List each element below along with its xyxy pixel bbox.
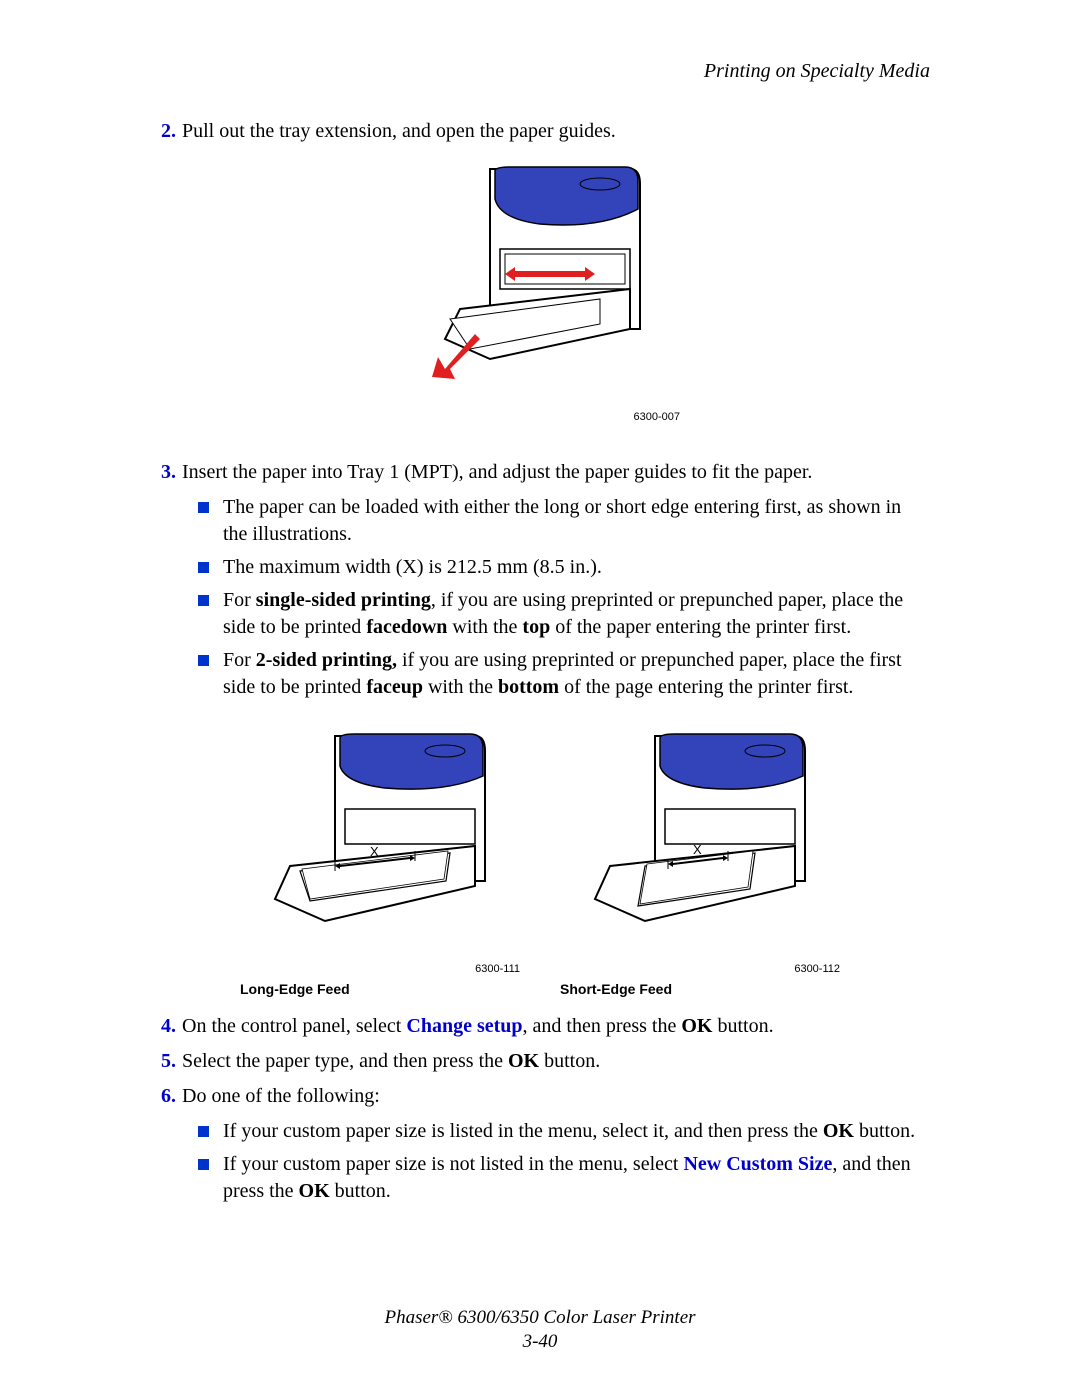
bullet-3-2: The maximum width (X) is 212.5 mm (8.5 i… xyxy=(198,554,930,581)
figure-right: X 6300-112 Short-Edge Feed xyxy=(560,731,840,997)
bullet-square-icon xyxy=(198,1126,209,1137)
figure-id: 6300-111 xyxy=(240,963,520,975)
figure-left: X 6300-111 Long-Edge Feed xyxy=(240,731,520,997)
printer-long-edge-icon: X xyxy=(240,731,520,961)
step-text: Select the paper type, and then press th… xyxy=(182,1048,930,1075)
bullet-text: For 2-sided printing, if you are using p… xyxy=(223,647,930,701)
step-text: Pull out the tray extension, and open th… xyxy=(182,118,930,145)
bullet-square-icon xyxy=(198,1159,209,1170)
bullet-square-icon xyxy=(198,502,209,513)
figure-caption: Short-Edge Feed xyxy=(560,981,840,997)
printer-tray-open-icon xyxy=(400,159,680,409)
figure-id: 6300-007 xyxy=(400,411,680,423)
bullet-text: If your custom paper size is listed in t… xyxy=(223,1118,930,1145)
step-4: 4. On the control panel, select Change s… xyxy=(150,1013,930,1040)
step-number: 6. xyxy=(150,1083,176,1110)
figure-pair-container: X 6300-111 Long-Edge Feed X 6300-112 Sho… xyxy=(150,731,930,997)
step-text: Insert the paper into Tray 1 (MPT), and … xyxy=(182,459,930,486)
bullet-square-icon xyxy=(198,562,209,573)
step-3: 3. Insert the paper into Tray 1 (MPT), a… xyxy=(150,459,930,486)
page-header: Printing on Specialty Media xyxy=(150,60,930,83)
figure-top-container: 6300-007 xyxy=(150,159,930,423)
step-5: 5. Select the paper type, and then press… xyxy=(150,1048,930,1075)
step-number: 3. xyxy=(150,459,176,486)
bullet-6-2: If your custom paper size is not listed … xyxy=(198,1151,930,1205)
bullet-square-icon xyxy=(198,655,209,666)
x-label: X xyxy=(693,842,702,857)
step-number: 2. xyxy=(150,118,176,145)
bullet-3-3: For single-sided printing, if you are us… xyxy=(198,587,930,641)
step-text: On the control panel, select Change setu… xyxy=(182,1013,930,1040)
bullet-3-1: The paper can be loaded with either the … xyxy=(198,494,930,548)
step-number: 5. xyxy=(150,1048,176,1075)
printer-short-edge-icon: X xyxy=(560,731,840,961)
step-6: 6. Do one of the following: xyxy=(150,1083,930,1110)
footer-page: 3-40 xyxy=(0,1330,1080,1355)
bullet-text: The maximum width (X) is 212.5 mm (8.5 i… xyxy=(223,554,930,581)
bullet-text: If your custom paper size is not listed … xyxy=(223,1151,930,1205)
header-title: Printing on Specialty Media xyxy=(704,60,930,82)
step-2: 2. Pull out the tray extension, and open… xyxy=(150,118,930,145)
step-text: Do one of the following: xyxy=(182,1083,930,1110)
figure-caption: Long-Edge Feed xyxy=(240,981,520,997)
figure-id: 6300-112 xyxy=(560,963,840,975)
footer-product: Phaser® 6300/6350 Color Laser Printer xyxy=(0,1306,1080,1331)
page-footer: Phaser® 6300/6350 Color Laser Printer 3-… xyxy=(0,1306,1080,1355)
bullet-text: For single-sided printing, if you are us… xyxy=(223,587,930,641)
bullet-3-4: For 2-sided printing, if you are using p… xyxy=(198,647,930,701)
step-number: 4. xyxy=(150,1013,176,1040)
bullet-6-1: If your custom paper size is listed in t… xyxy=(198,1118,930,1145)
figure-top: 6300-007 xyxy=(400,159,680,423)
bullet-square-icon xyxy=(198,595,209,606)
x-label: X xyxy=(370,844,379,859)
bullet-text: The paper can be loaded with either the … xyxy=(223,494,930,548)
